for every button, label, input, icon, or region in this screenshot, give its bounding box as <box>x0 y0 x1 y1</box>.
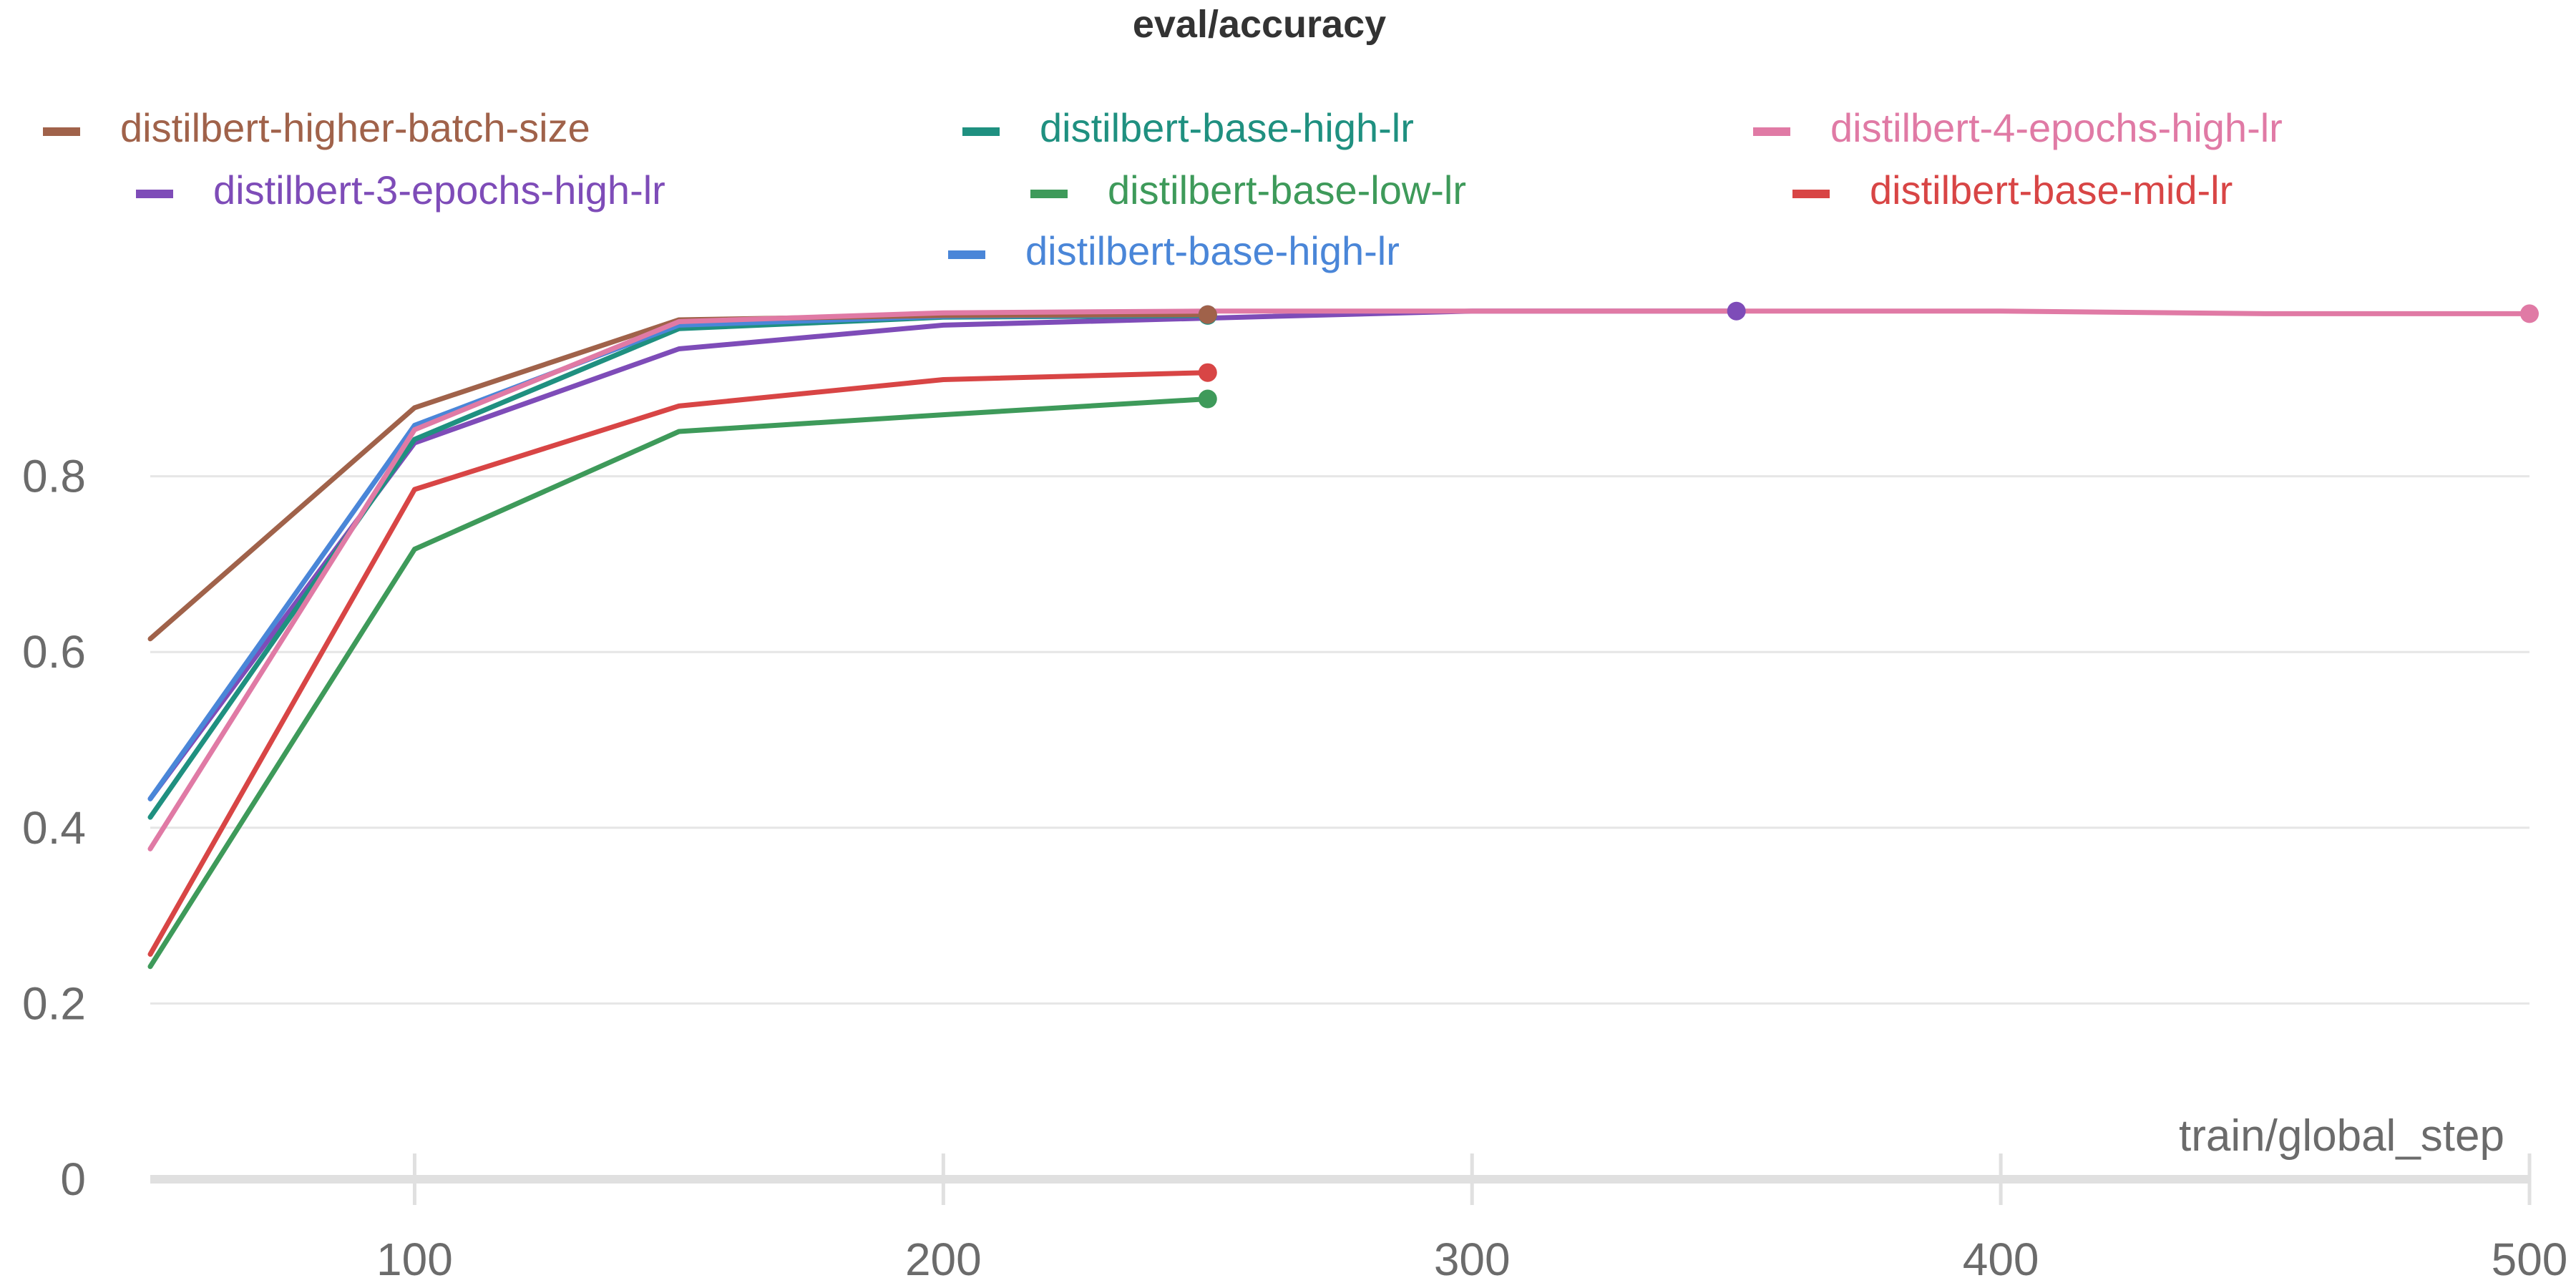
series-lines <box>147 308 2532 970</box>
legend-label: distilbert-higher-batch-size <box>120 105 590 150</box>
series-endpoint <box>1198 305 1217 324</box>
series-line <box>147 370 1211 957</box>
grid: 0 0.2 0.4 0.6 0.8 <box>22 451 2529 1205</box>
series-line <box>147 313 1211 820</box>
axes: 100 200 300 400 500 <box>150 1153 2567 1285</box>
legend-label: distilbert-base-mid-lr <box>1870 167 2233 213</box>
legend-item: distilbert-base-high-lr <box>962 105 1414 150</box>
legend: distilbert-higher-batch-size distilbert-b… <box>43 105 2283 273</box>
series-endpoint <box>1198 363 1217 382</box>
legend-item: distilbert-4-epochs-high-lr <box>1753 105 2283 150</box>
legend-item: distilbert-base-mid-lr <box>1792 167 2233 213</box>
legend-item: distilbert-base-high-lr <box>948 228 1400 273</box>
series-endpoint <box>1198 389 1217 409</box>
y-tick-label: 0 <box>60 1153 86 1205</box>
legend-label: distilbert-4-epochs-high-lr <box>1830 105 2283 150</box>
y-tick-label: 0.2 <box>22 977 86 1029</box>
series-line <box>147 312 1211 801</box>
series-line <box>147 396 1211 970</box>
series-endpoint <box>2520 304 2539 323</box>
x-tick-label: 400 <box>1963 1234 2039 1285</box>
series-line <box>147 308 2532 852</box>
x-tick-label: 500 <box>2492 1234 2568 1285</box>
y-tick-label: 0.6 <box>22 626 86 678</box>
x-tick-label: 100 <box>376 1234 453 1285</box>
x-axis-label: train/global_step <box>2179 1111 2504 1161</box>
legend-label: distilbert-base-low-lr <box>1108 167 1466 213</box>
x-tick-label: 300 <box>1434 1234 1511 1285</box>
series-line <box>147 308 1740 801</box>
legend-item: distilbert-3-epochs-high-lr <box>136 167 665 213</box>
legend-label: distilbert-base-high-lr <box>1025 228 1400 273</box>
series-endpoint <box>1727 301 1746 321</box>
legend-label: distilbert-base-high-lr <box>1040 105 1414 150</box>
legend-item: distilbert-higher-batch-size <box>43 105 590 150</box>
legend-item: distilbert-base-low-lr <box>1030 167 1466 213</box>
y-tick-label: 0.8 <box>22 451 86 502</box>
y-tick-label: 0.4 <box>22 802 86 854</box>
x-tick-label: 200 <box>905 1234 982 1285</box>
legend-label: distilbert-3-epochs-high-lr <box>213 167 665 213</box>
chart-title: eval/accuracy <box>1133 3 1386 46</box>
series-endpoints <box>1198 301 2539 409</box>
